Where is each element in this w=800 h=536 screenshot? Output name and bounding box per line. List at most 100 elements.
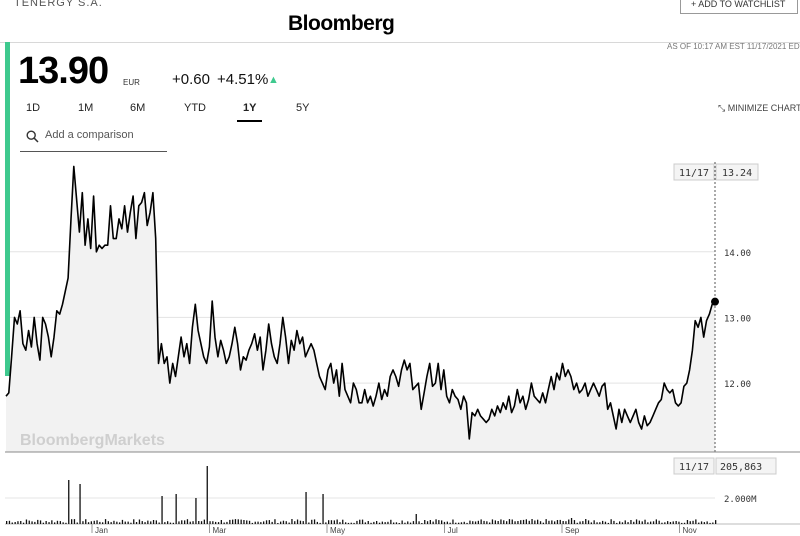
currency-label: EUR	[123, 78, 140, 87]
volume-bar	[172, 522, 174, 524]
volume-bar	[291, 519, 293, 524]
volume-bar	[322, 494, 324, 524]
volume-bar	[539, 521, 542, 524]
bloomberg-logo[interactable]: Bloomberg	[288, 12, 395, 35]
volume-bar	[655, 519, 657, 524]
volume-bar	[274, 519, 276, 524]
tab-1m[interactable]: 1M	[78, 102, 94, 114]
volume-bar	[175, 494, 177, 524]
volume-bar	[429, 520, 431, 524]
price-change-percent: +4.51%	[217, 71, 269, 88]
ticker-name: TENERGY S.A.	[14, 0, 103, 9]
x-tick-label: Jan	[95, 526, 108, 535]
volume-bar	[260, 522, 262, 524]
volume-bar	[494, 520, 496, 524]
volume-bar	[85, 519, 87, 524]
volume-bar	[585, 519, 587, 524]
volume-bar	[658, 520, 660, 524]
volume-bar	[248, 520, 251, 524]
cursor-volume-box	[715, 457, 777, 475]
volume-bar	[364, 522, 366, 524]
volume-bar	[308, 522, 310, 524]
volume-bar	[508, 519, 511, 524]
volume-bar	[124, 521, 126, 524]
volume-bar	[438, 520, 440, 524]
comparison-search	[20, 123, 167, 152]
volume-bar	[93, 520, 95, 524]
volume-bar	[121, 519, 124, 524]
volume-bar	[480, 519, 482, 524]
volume-bar	[200, 521, 203, 524]
volume-bar	[116, 521, 118, 524]
volume-bar	[565, 521, 567, 524]
volume-bar	[333, 520, 335, 524]
volume-bar	[161, 496, 163, 524]
volume-bar	[353, 522, 355, 524]
minimize-chart-button[interactable]: ⤡ MINIMIZE CHART	[718, 103, 800, 114]
volume-bar	[520, 520, 522, 524]
volume-bar	[712, 522, 714, 524]
volume-bar	[265, 520, 268, 524]
tab-5y[interactable]: 5Y	[296, 102, 310, 114]
volume-bar	[616, 522, 618, 524]
volume-bar	[209, 521, 211, 524]
volume-bar	[641, 521, 643, 524]
volume-bar	[559, 519, 561, 524]
volume-bar	[452, 519, 454, 524]
volume-bar	[223, 522, 225, 524]
x-tick-label: Mar	[213, 526, 227, 535]
volume-bar	[280, 521, 282, 524]
volume-bar	[619, 521, 621, 524]
volume-bar	[531, 519, 533, 524]
volume-bar	[28, 520, 30, 524]
volume-bar	[542, 522, 544, 524]
volume-bar	[604, 521, 607, 524]
volume-bar	[463, 521, 465, 524]
tab-1y[interactable]: 1Y	[237, 100, 263, 122]
volume-bar	[11, 522, 13, 524]
volume-bar	[384, 522, 386, 524]
volume-bar	[184, 520, 186, 524]
volume-bar	[528, 520, 530, 524]
volume-bar	[672, 521, 674, 524]
volume-bar	[135, 522, 138, 524]
volume-bar	[73, 519, 76, 524]
tab-6m[interactable]: 6M	[130, 102, 146, 114]
volume-bar	[138, 519, 141, 524]
volume-bar	[537, 519, 539, 524]
volume-bar	[443, 521, 446, 524]
volume-bar	[491, 519, 494, 524]
volume-bar	[155, 520, 157, 524]
tab-ytd[interactable]: YTD	[184, 102, 206, 114]
volume-bar	[695, 519, 697, 524]
volume-bar	[263, 521, 265, 524]
volume-bar	[14, 522, 16, 524]
volume-bar	[54, 522, 56, 524]
volume-bar	[686, 520, 689, 524]
volume-bar	[299, 520, 302, 524]
volume-bar	[700, 521, 703, 524]
cursor-volume-date-box	[673, 457, 715, 475]
volume-bar	[277, 523, 279, 524]
volume-bar	[294, 521, 296, 524]
price-chart[interactable]: BloombergMarkets 12.00 13.00 14.00 11/17 1…	[0, 150, 800, 536]
volume-bar	[316, 521, 318, 524]
volume-bar	[556, 520, 559, 524]
add-to-watchlist-button[interactable]: + ADD TO WATCHLIST	[680, 0, 798, 14]
up-arrow-icon: ▲	[268, 74, 279, 86]
volume-bar	[71, 519, 73, 524]
volume-bar	[545, 519, 547, 524]
comparison-search-input[interactable]	[45, 129, 165, 141]
tab-1d[interactable]: 1D	[26, 102, 41, 114]
volume-bar	[147, 520, 149, 524]
volume-bar	[562, 521, 564, 524]
volume-bar	[381, 521, 383, 524]
volume-bar	[251, 522, 253, 524]
volume-bar	[220, 520, 222, 524]
volume-bar	[359, 519, 361, 524]
volume-bar	[511, 519, 513, 524]
volume-bar	[652, 521, 655, 524]
cursor-price-label: 13.24	[722, 168, 752, 179]
volume-bar	[45, 521, 47, 524]
as-of-timestamp: AS OF 10:17 AM EST 11/17/2021 EDT	[667, 42, 800, 51]
